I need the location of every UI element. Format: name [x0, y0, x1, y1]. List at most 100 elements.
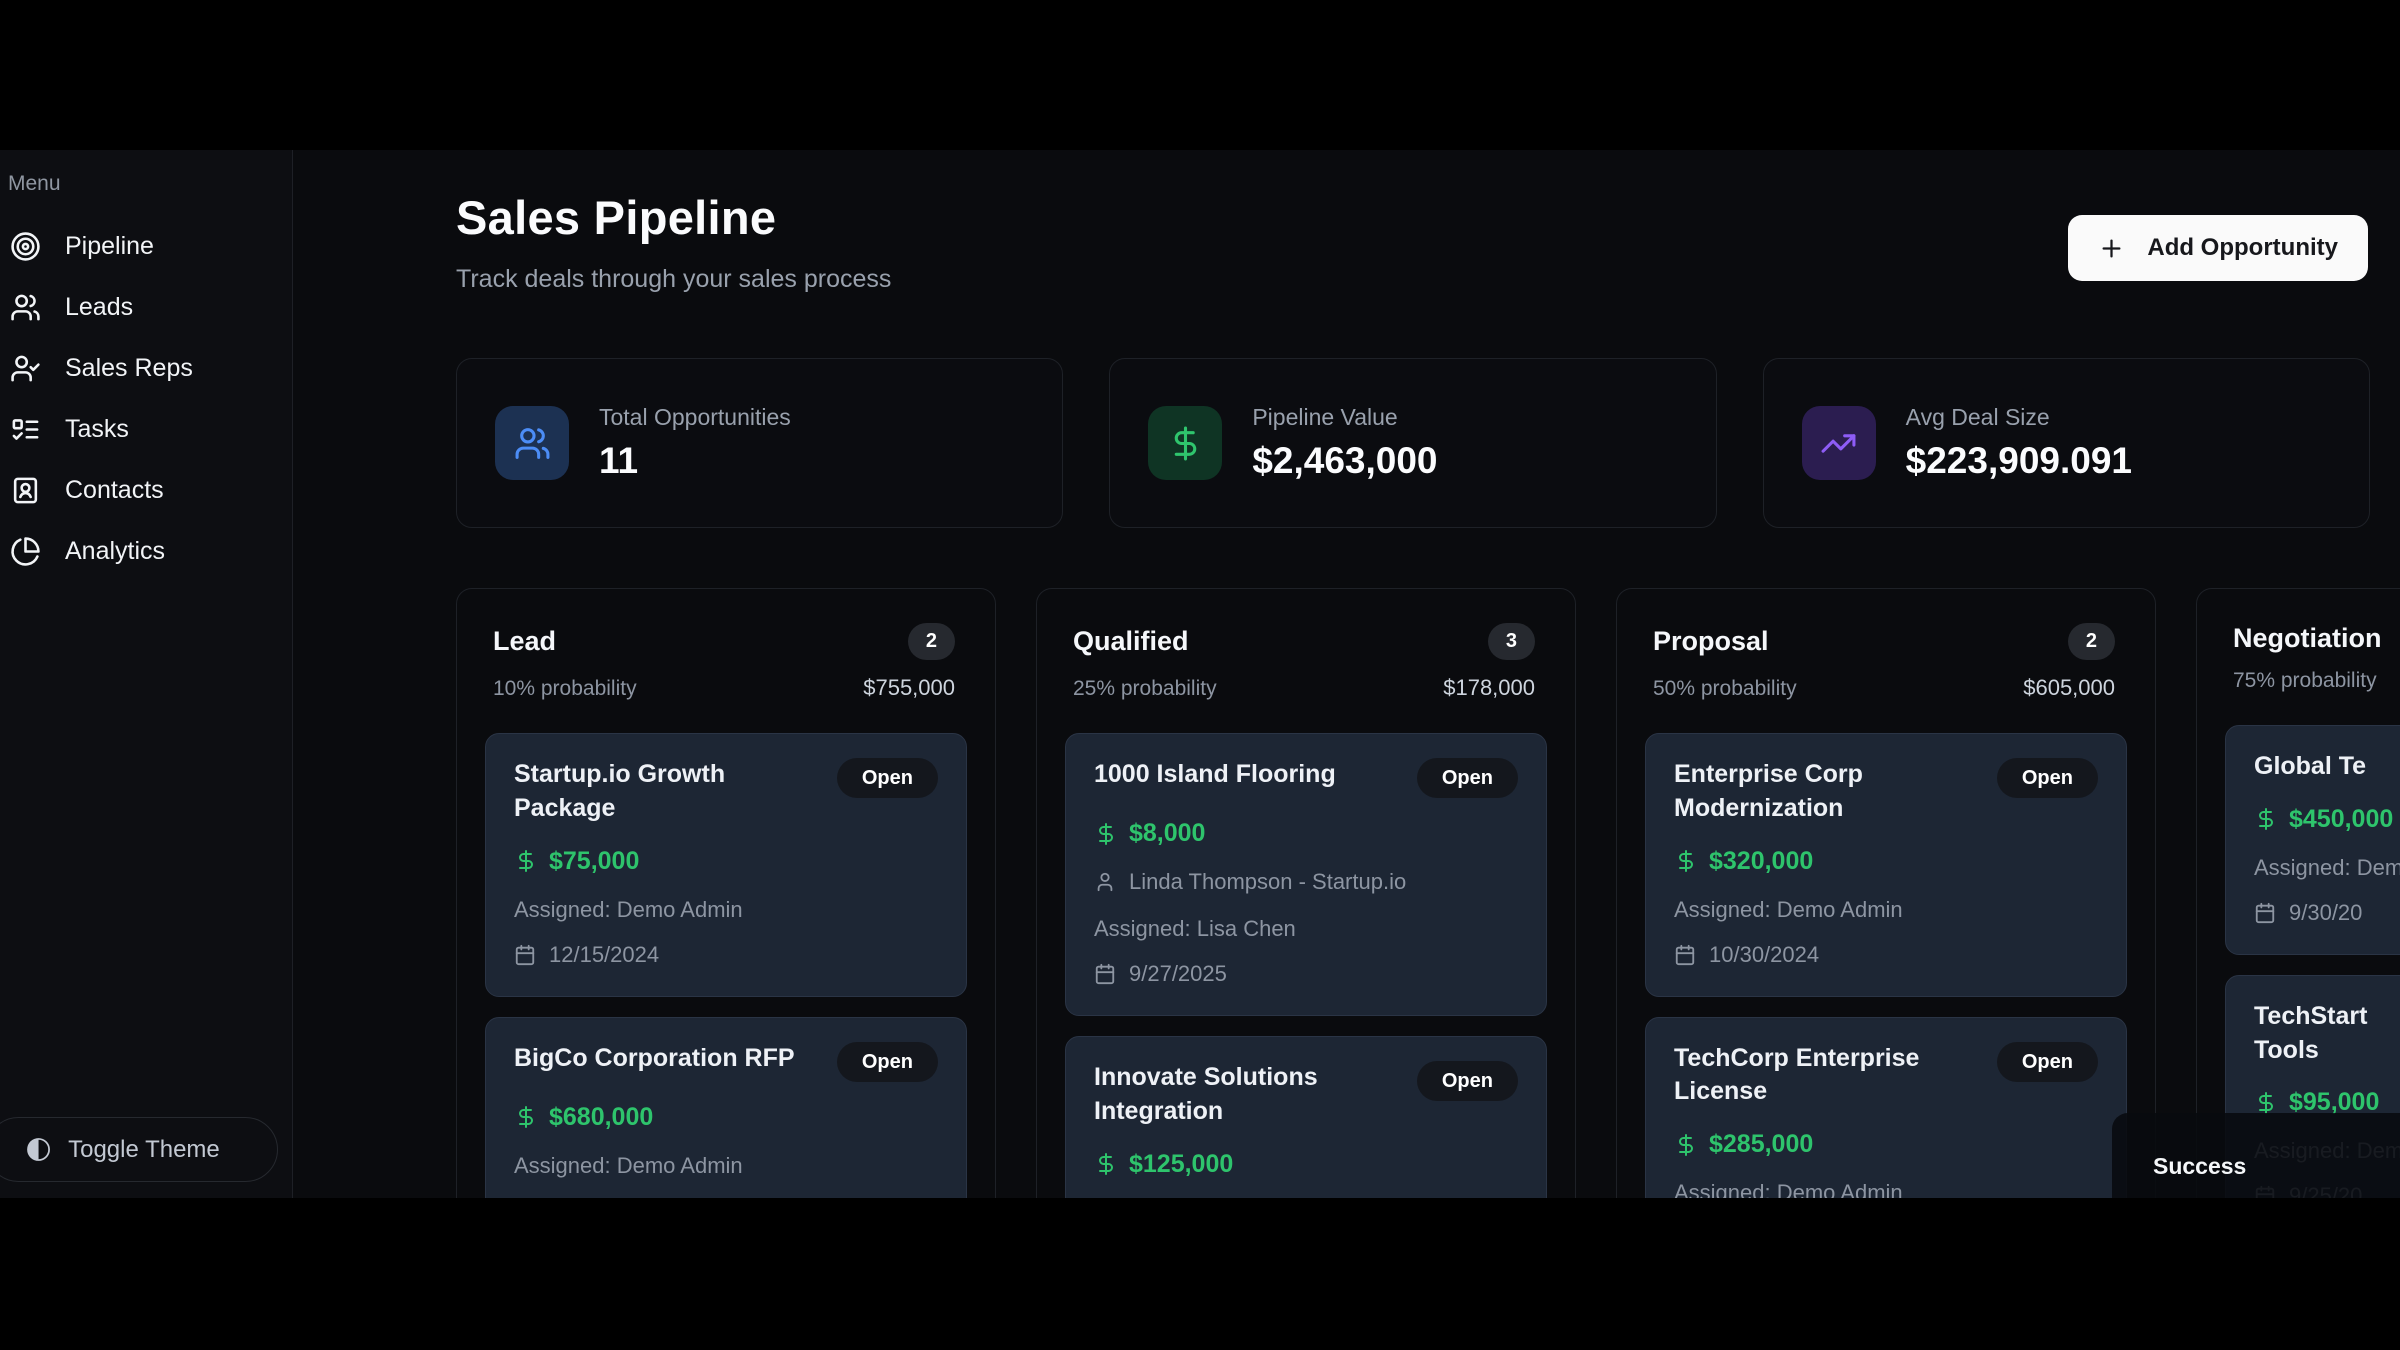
dollar-icon — [1099, 822, 1113, 845]
plus-icon — [2102, 239, 2121, 257]
dollar-icon — [2259, 1091, 2273, 1114]
card-title: 1000 Island Flooring — [1094, 760, 1336, 788]
status-badge: Open — [1996, 758, 2098, 798]
stat-value: 11 — [599, 440, 639, 481]
card-amount: $320,000 — [1709, 846, 1814, 875]
dollar-icon — [1099, 1153, 1113, 1175]
card-assigned: Assigned: Demo Admin — [1674, 1180, 1903, 1198]
sidebar-item-label: Sales Reps — [65, 354, 193, 382]
card-title-line2: Tools — [2254, 1035, 2319, 1064]
column-lead: Lead 2 10% probability $755,000 Startup.… — [456, 588, 996, 1198]
opportunity-card[interactable]: Enterprise Corp Modernization Open $320,… — [1645, 733, 2127, 997]
dollar-icon — [519, 850, 533, 872]
card-title: Innovate Solutions Integration — [1094, 1063, 1318, 1125]
card-assigned: Assigned: Demo Admin — [1674, 896, 1903, 922]
column-probability: 75% probability — [2233, 669, 2377, 692]
stat-card-total-opportunities: Total Opportunities 11 — [456, 358, 1064, 528]
stats-row: Total Opportunities 11 Pipeline Value $2… — [456, 358, 2400, 528]
status-badge: Open — [1416, 758, 1518, 798]
moon-icon: 🌓 — [25, 1134, 53, 1165]
add-opportunity-label: Add Opportunity — [2147, 234, 2338, 261]
status-badge: Open — [836, 1041, 938, 1082]
column-total: $605,000 — [2023, 675, 2115, 700]
toast-notification: Success — [2112, 1113, 2400, 1198]
users-icon — [495, 406, 569, 480]
card-amount: $8,000 — [1129, 819, 1206, 847]
stat-card-avg-deal-size: Avg Deal Size $223,909.091 — [1762, 358, 2370, 528]
main-content: Sales Pipeline Track deals through your … — [293, 150, 2400, 1198]
status-badge: Open — [836, 758, 938, 798]
user-icon — [1097, 872, 1113, 892]
sidebar-item-analytics[interactable]: Analytics — [6, 521, 292, 582]
card-title: Startup.io Growth Package — [514, 760, 726, 822]
column-probability: 50% probability — [1653, 677, 1797, 700]
trending-up-icon — [1801, 406, 1876, 480]
sidebar-item-label: Pipeline — [65, 232, 154, 260]
page-header: Sales Pipeline Track deals through your … — [456, 190, 2400, 294]
column-count-badge: 2 — [2067, 623, 2115, 660]
column-count-badge: 3 — [1487, 623, 1535, 660]
user-check-icon — [10, 353, 41, 384]
users-icon — [10, 292, 41, 323]
card-assigned: Assigned: Demo Admin — [514, 1152, 743, 1178]
opportunity-card[interactable]: Startup.io Growth Package Open $75,000 A… — [485, 733, 967, 997]
app-window: Menu Pipeline Leads Sales Reps — [0, 150, 2400, 1198]
sidebar-nav: Pipeline Leads Sales Reps Tasks — [6, 216, 292, 582]
card-date: 10/30/2024 — [1709, 941, 1820, 967]
sidebar-item-label: Contacts — [65, 476, 164, 504]
page-title: Sales Pipeline — [456, 191, 777, 244]
column-total: $755,000 — [863, 675, 955, 700]
opportunity-card[interactable]: BigCo Corporation RFP Open $680,000 Assi… — [485, 1016, 967, 1198]
card-assigned: Assigned: Demo Admin — [2254, 854, 2400, 880]
calendar-icon — [2255, 902, 2275, 923]
column-probability: 10% probability — [493, 677, 637, 700]
sidebar-item-label: Analytics — [65, 537, 166, 565]
sidebar: Menu Pipeline Leads Sales Reps — [0, 150, 293, 1198]
card-title: TechStart — [2254, 1001, 2368, 1030]
calendar-icon — [515, 944, 535, 965]
column-probability: 25% probability — [1073, 677, 1217, 700]
sidebar-item-leads[interactable]: Leads — [6, 277, 292, 338]
column-title: Lead — [493, 626, 557, 656]
column-proposal: Proposal 2 50% probability $605,000 Ente… — [1616, 588, 2156, 1198]
list-todo-icon — [10, 414, 41, 445]
opportunity-card[interactable]: 1000 Island Flooring Open $8,000 Linda T… — [1065, 733, 1547, 1016]
target-icon — [10, 231, 41, 262]
card-title: Global Te — [2254, 752, 2367, 780]
stat-value: $223,909.091 — [1905, 440, 2132, 481]
stat-label: Total Opportunities — [599, 404, 791, 430]
opportunity-card[interactable]: Global Te $450,000 Assigned: Demo Admin … — [2225, 725, 2400, 955]
toggle-theme-button[interactable]: 🌓 Toggle Theme — [0, 1117, 278, 1182]
column-negotiation: Negotiation 75% probability Global Te $4… — [2196, 588, 2400, 1198]
card-amount: $75,000 — [549, 846, 640, 875]
status-badge: Open — [1996, 1041, 2098, 1082]
sidebar-item-contacts[interactable]: Contacts — [6, 460, 292, 521]
card-assigned: Assigned: Lisa Chen — [1094, 916, 1296, 941]
pie-chart-icon — [10, 536, 41, 567]
sidebar-item-label: Leads — [65, 293, 134, 321]
sidebar-item-pipeline[interactable]: Pipeline — [6, 216, 292, 277]
sidebar-item-tasks[interactable]: Tasks — [6, 399, 292, 460]
page-subtitle: Track deals through your sales process — [456, 265, 892, 293]
card-amount: $680,000 — [549, 1102, 654, 1131]
stat-label: Avg Deal Size — [1905, 404, 2050, 430]
dollar-icon — [1679, 850, 1693, 872]
stat-label: Pipeline Value — [1252, 404, 1398, 430]
card-title: TechCorp Enterprise License — [1674, 1043, 1920, 1106]
card-date: 9/27/2025 — [1129, 961, 1227, 986]
card-title: Enterprise Corp Modernization — [1674, 760, 1863, 822]
opportunity-card[interactable]: Innovate Solutions Integration Open $125… — [1065, 1036, 1547, 1198]
card-title: BigCo Corporation RFP — [514, 1043, 795, 1072]
card-date: 12/15/2024 — [549, 941, 660, 967]
column-count-badge: 2 — [907, 623, 955, 660]
opportunity-card[interactable]: TechCorp Enterprise License Open $285,00… — [1645, 1016, 2127, 1198]
card-contact: Linda Thompson - Startup.io — [1129, 869, 1407, 894]
column-title: Negotiation — [2233, 623, 2382, 653]
stat-card-pipeline-value: Pipeline Value $2,463,000 — [1109, 358, 1717, 528]
sidebar-item-sales-reps[interactable]: Sales Reps — [6, 338, 292, 399]
dollar-icon — [519, 1106, 533, 1128]
sidebar-item-label: Tasks — [65, 415, 129, 443]
add-opportunity-button[interactable]: Add Opportunity — [2068, 215, 2368, 281]
dollar-icon — [2259, 808, 2273, 831]
dollar-icon — [1148, 406, 1223, 480]
